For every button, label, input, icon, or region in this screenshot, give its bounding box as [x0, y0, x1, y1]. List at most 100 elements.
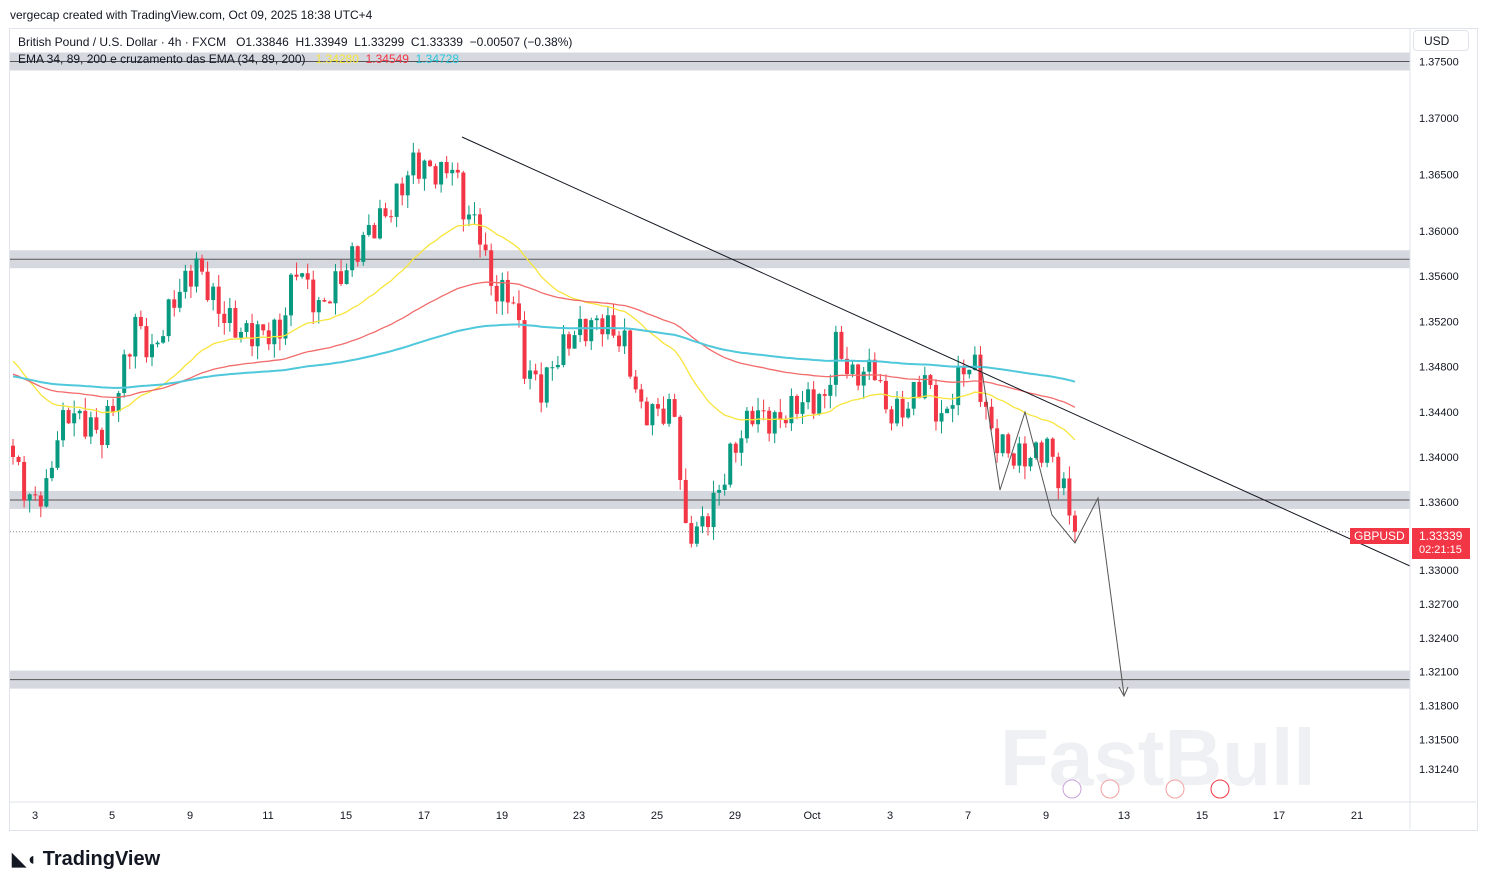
event-icons[interactable] [1062, 779, 1230, 799]
candle-body [411, 152, 416, 176]
last-price: 1.33339 [1419, 529, 1463, 543]
candle-body [116, 392, 121, 412]
candle-body [539, 374, 544, 403]
candle-body [622, 330, 627, 347]
candle-body [778, 412, 783, 420]
candle-body [678, 416, 683, 480]
candle-body [200, 258, 205, 272]
y-tick-label: 1.35200 [1419, 316, 1459, 328]
ema34-value: 1.34280 [315, 52, 359, 66]
ema200-value: 1.34728 [415, 52, 460, 66]
open-value: O1.33846 [236, 35, 289, 49]
candle-body [161, 336, 166, 343]
trendline[interactable] [461, 136, 1411, 567]
ema34-line [12, 223, 1076, 441]
candle-body [550, 367, 555, 369]
candle-body [583, 318, 588, 342]
y-tick-label: 1.36500 [1419, 170, 1459, 182]
arrow-head-icon [1118, 686, 1129, 698]
candle-body [344, 270, 349, 284]
x-tick-label: 5 [109, 810, 115, 822]
event-icon[interactable] [1210, 779, 1230, 799]
candle-body [572, 335, 577, 349]
x-tick-label: 11 [262, 810, 273, 822]
symbol-price-tag: GBPUSD [1350, 528, 1409, 544]
candle-body [205, 271, 210, 301]
candle-body [400, 183, 405, 196]
high-value: H1.33949 [295, 35, 348, 49]
change-value: −0.00507 (−0.38%) [469, 35, 573, 49]
candle-body [272, 319, 277, 345]
candle-body [933, 384, 938, 422]
event-icon[interactable] [1062, 779, 1082, 799]
y-tick-label: 1.32700 [1419, 599, 1459, 611]
candle-body [817, 394, 822, 414]
candle-body [44, 478, 49, 507]
candle-body [144, 326, 149, 358]
candle-body [895, 398, 900, 424]
x-tick-label: Oct [803, 810, 820, 822]
candle-body [744, 410, 749, 439]
candle-body [767, 410, 772, 434]
candle-body [516, 303, 521, 321]
candle-body [861, 371, 866, 386]
candle-body [211, 286, 216, 301]
candle-body [405, 175, 410, 196]
close-value: C1.33339 [410, 35, 463, 49]
candle-body [483, 244, 488, 251]
candle-body [522, 320, 527, 379]
candle-body [1067, 478, 1072, 516]
candle-body [394, 183, 399, 217]
candle-body [383, 208, 388, 217]
tradingview-logo[interactable]: ◣◖ TradingView [12, 848, 160, 871]
candle-body [633, 376, 638, 390]
event-icon[interactable] [1165, 779, 1185, 799]
candle-body [1045, 438, 1050, 463]
event-icon[interactable] [1100, 779, 1120, 799]
candle-body [127, 354, 132, 357]
currency-button[interactable]: USD [1413, 30, 1469, 51]
projection-path[interactable] [979, 357, 1125, 696]
candle-body [361, 234, 366, 262]
candle-body [88, 417, 93, 437]
candle-body [728, 443, 733, 485]
candle-body [555, 364, 560, 368]
candle-body [672, 399, 677, 417]
candle-body [845, 358, 849, 374]
candle-body [1011, 453, 1016, 466]
candle-body [917, 381, 922, 399]
candle-body [461, 172, 466, 220]
y-tick-label: 1.37000 [1419, 113, 1459, 125]
x-tick-label: 15 [1196, 810, 1208, 822]
candle-body [995, 428, 1000, 454]
candle-body [333, 271, 338, 304]
candle-body [655, 404, 660, 409]
candle-body [1022, 443, 1027, 467]
candle-body [717, 489, 722, 493]
candle-body [216, 286, 221, 314]
candle-body [166, 299, 171, 337]
candle-body [878, 380, 883, 382]
candle-body [906, 408, 911, 418]
candle-body [789, 395, 794, 424]
candle-body [972, 354, 977, 370]
candle-body [150, 344, 154, 358]
candle-body [533, 370, 538, 375]
candle-body [505, 279, 510, 303]
candle-body [839, 331, 844, 359]
indicator-legend[interactable]: EMA 34, 89, 200 e cruzamento das EMA (34… [18, 52, 459, 66]
candle-body [355, 246, 360, 262]
candle-body [250, 323, 255, 347]
candle-body [177, 291, 182, 308]
candle-body [794, 395, 799, 414]
candle-body [872, 359, 877, 381]
candle-body [366, 225, 371, 235]
candle-body [133, 316, 138, 357]
candle-body [722, 484, 727, 490]
x-tick-label: 29 [729, 810, 741, 822]
candle-body [422, 160, 427, 179]
candle-body [227, 308, 232, 324]
y-tick-label: 1.33600 [1419, 497, 1459, 509]
candle-body [444, 162, 449, 174]
